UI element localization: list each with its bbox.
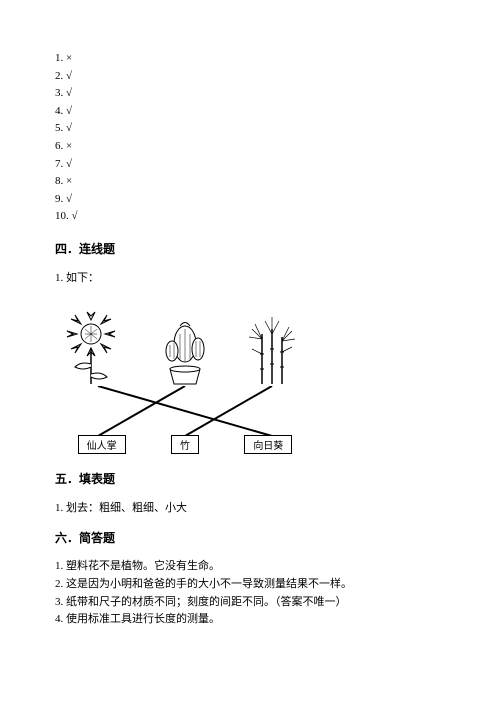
answer-mark: √: [66, 122, 72, 134]
answer-mark: √: [66, 105, 72, 117]
answer-item: 7. √: [55, 156, 445, 174]
answer-item: 9. √: [55, 191, 445, 209]
answer-mark: √: [66, 70, 72, 82]
connection-lines: [55, 386, 315, 441]
answer-mark: √: [66, 87, 72, 99]
answer-num: 7.: [55, 158, 63, 170]
answer-mark: √: [66, 158, 72, 170]
answer-num: 9.: [55, 193, 63, 205]
label-bamboo: 竹: [171, 435, 199, 454]
answer-mark: √: [66, 193, 72, 205]
answer-item: 10. √: [55, 208, 445, 226]
answer-mark: ×: [66, 175, 72, 187]
answer-num: 10.: [55, 210, 69, 222]
section-4-title: 四．连线题: [55, 240, 445, 257]
qa-item: 2. 这是因为小明和爸爸的手的大小不一导致测量结果不一样。: [55, 576, 445, 594]
answer-item: 6. ×: [55, 138, 445, 156]
answer-item: 2. √: [55, 68, 445, 86]
answer-item: 4. √: [55, 103, 445, 121]
label-cactus: 仙人掌: [78, 435, 126, 454]
answer-num: 4.: [55, 105, 63, 117]
cactus-icon: [150, 309, 220, 389]
answer-item: 1. ×: [55, 50, 445, 68]
answer-num: 5.: [55, 122, 63, 134]
label-sunflower: 向日葵: [244, 435, 292, 454]
section-5-content: 1. 划去：粗细、粗细、小大: [55, 499, 445, 518]
answer-mark: ×: [66, 52, 72, 64]
sunflower-icon: [63, 309, 133, 389]
answer-num: 1.: [55, 52, 63, 64]
answer-item: 3. √: [55, 85, 445, 103]
answer-mark: √: [72, 210, 78, 222]
section-6-content: 1. 塑料花不是植物。它没有生命。 2. 这是因为小明和爸爸的手的大小不一导致测…: [55, 558, 445, 628]
qa-item: 4. 使用标准工具进行长度的测量。: [55, 611, 445, 629]
true-false-answers: 1. × 2. √ 3. √ 4. √ 5. √ 6. × 7. √ 8. × …: [55, 50, 445, 226]
section-5-title: 五．填表题: [55, 470, 445, 487]
plant-row: [55, 304, 315, 389]
section-6-title: 六．简答题: [55, 529, 445, 546]
matching-diagram: 仙人掌 竹 向日葵: [55, 304, 315, 454]
qa-item: 1. 塑料花不是植物。它没有生命。: [55, 558, 445, 576]
bamboo-icon: [237, 309, 307, 389]
answer-item: 5. √: [55, 120, 445, 138]
label-row: 仙人掌 竹 向日葵: [55, 435, 315, 454]
answer-num: 2.: [55, 70, 63, 82]
section-4-prompt: 1. 如下：: [55, 269, 445, 288]
answer-num: 3.: [55, 87, 63, 99]
answer-num: 8.: [55, 175, 63, 187]
qa-item: 3. 纸带和尺子的材质不同；刻度的间距不同。（答案不唯一）: [55, 594, 445, 612]
answer-num: 6.: [55, 140, 63, 152]
answer-item: 8. ×: [55, 173, 445, 191]
answer-mark: ×: [66, 140, 72, 152]
